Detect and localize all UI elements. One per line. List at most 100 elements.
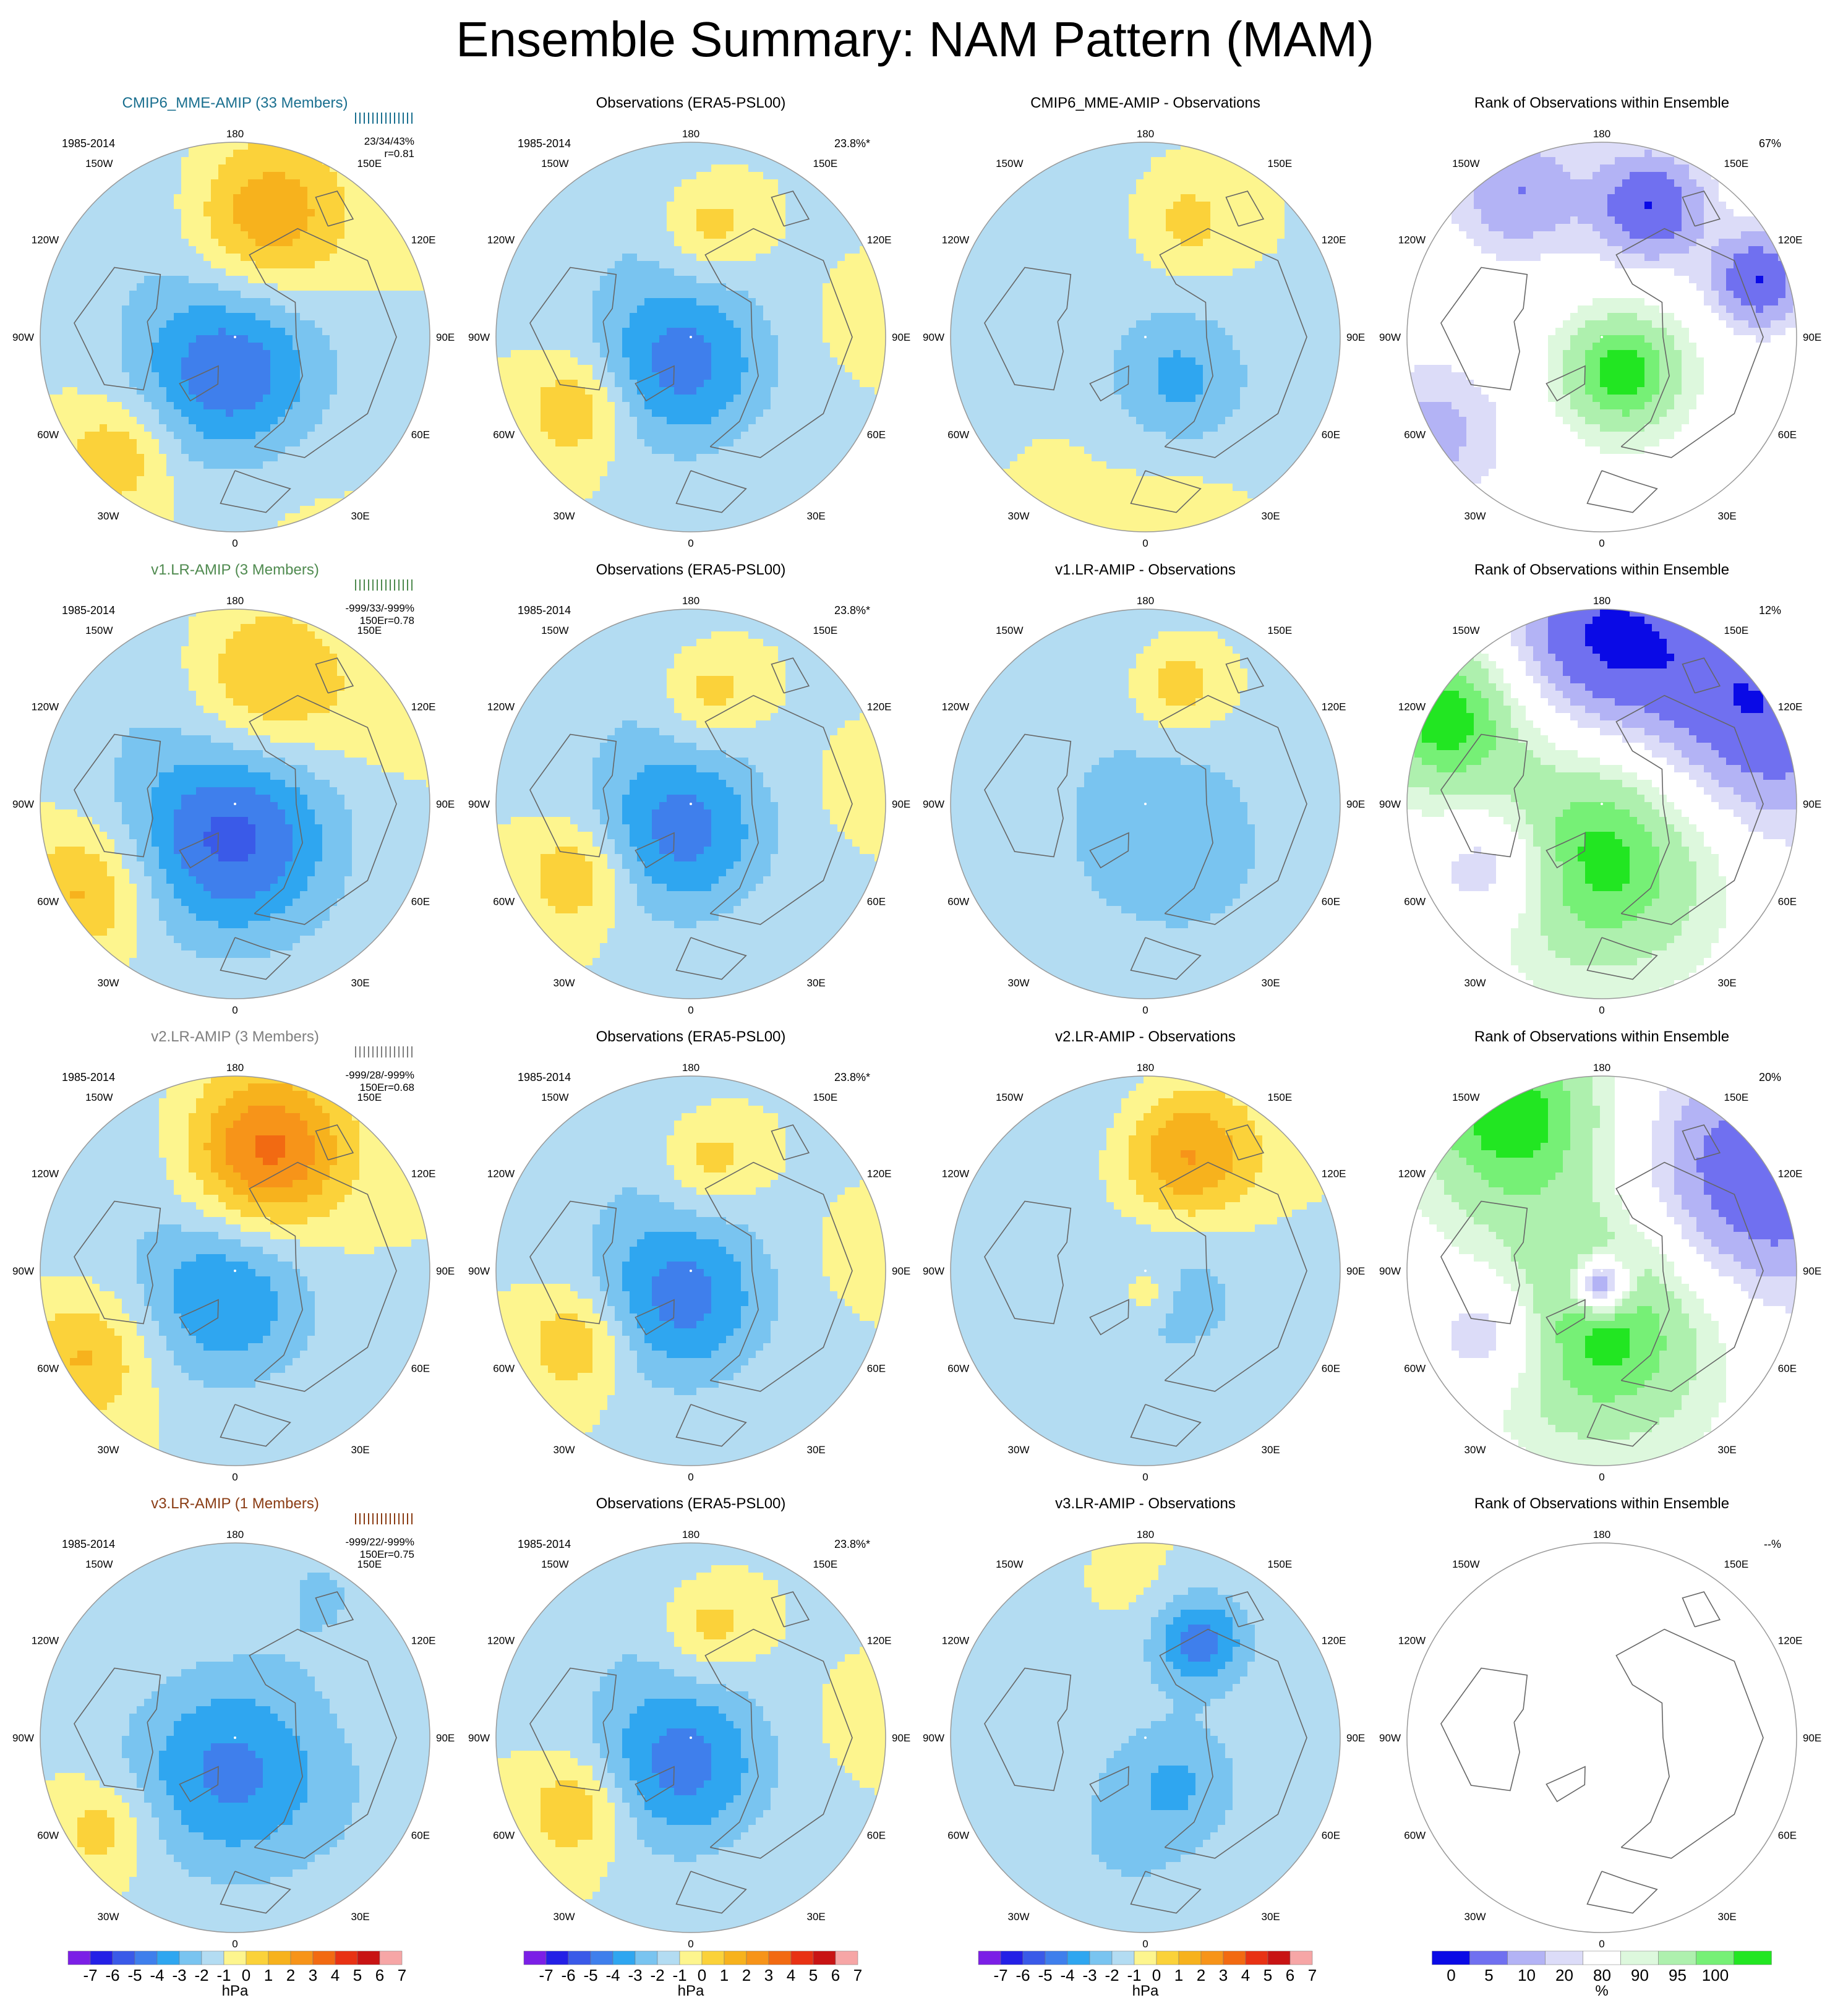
row1-obs-map-lon-label-ul: 120W — [487, 234, 515, 246]
colorbar-swatch — [179, 1950, 202, 1965]
colorbar-tick: -7 — [83, 1966, 97, 1984]
row3-obs-map-pole — [690, 1270, 692, 1272]
row3-model-map-title: v2.LR-AMIP (3 Members) — [151, 1028, 319, 1045]
row3-obs-map-lon-label-l: 90W — [468, 1265, 490, 1277]
colorbar-tick: -6 — [105, 1966, 119, 1984]
colorbar-swatch — [1067, 1950, 1090, 1965]
row2-diff-map-lon-label-r: 90E — [1346, 798, 1365, 810]
row1-diff-map-lon-label-ur: 120E — [1322, 234, 1346, 246]
row4-rank-map-lon-label-bottom: 0 — [1599, 1938, 1604, 1950]
row1-diff-map-lon-label-top: 180 — [1137, 128, 1154, 140]
row1-diff-map-pole — [1144, 336, 1147, 338]
colorbar-tick: 0 — [698, 1966, 706, 1984]
colorbar-tick: -3 — [172, 1966, 186, 1984]
row4-diff-map-pole — [1144, 1736, 1147, 1739]
colorbar-swatch — [1200, 1950, 1224, 1965]
colorbar-tick: -4 — [1060, 1966, 1074, 1984]
row4-obs-map-lon-label-ul: 120W — [487, 1635, 515, 1647]
row3-model-map-stats-1: -999/28/-999% — [345, 1069, 414, 1081]
row1-model-map-lon-label-bottom: 0 — [232, 537, 237, 549]
row1-model-map-lon-label-ul: 120W — [32, 234, 59, 246]
row1-diff-map-lon-label-ul: 120W — [942, 234, 969, 246]
colorbar-swatch — [1134, 1950, 1157, 1965]
row2-obs-map-field — [496, 609, 886, 999]
colorbar-swatch — [357, 1950, 380, 1965]
row1-diff-map-lon-label-tr: 150E — [1268, 158, 1293, 169]
row2-rank-map-lon-label-l: 90W — [1379, 798, 1401, 810]
row2-diff-map-lon-label-br: 30E — [1262, 977, 1280, 989]
row4-model-map-member-ticks — [355, 1513, 413, 1524]
colorbar-swatch — [545, 1950, 569, 1965]
colorbar-swatch — [635, 1950, 658, 1965]
row3-rank-map-lon-label-ul: 120W — [1398, 1168, 1426, 1180]
row2-model-map-member-ticks — [355, 579, 413, 591]
row2-obs-map-pole — [690, 803, 692, 805]
row3-rank-map-pct: 20% — [1759, 1071, 1781, 1083]
colorbar-tick: 1 — [720, 1966, 729, 1984]
row2-obs-map-lon-label-br: 30E — [807, 977, 826, 989]
row2-rank-map-lon-label-bottom: 0 — [1599, 1004, 1604, 1016]
row2-diff-map-lon-label-bl: 30W — [1008, 977, 1030, 989]
row4-diff-map-lon-label-tl: 150W — [996, 1558, 1023, 1570]
row1-obs-map-pole — [690, 336, 692, 338]
row1-diff-map-lon-label-tl: 150W — [996, 158, 1023, 169]
colorbar-swatch — [590, 1950, 614, 1965]
row2-rank-map-lon-label-tl: 150W — [1452, 625, 1479, 636]
row1-model-map-period: 1985-2014 — [62, 137, 115, 150]
row1-rank-map-boundary — [1406, 142, 1797, 532]
row3-rank-map-lon-label-l: 90W — [1379, 1265, 1401, 1277]
row2-diff-map-coastlines — [984, 657, 1307, 980]
row1-obs-map-coastlines — [529, 190, 853, 513]
row4-obs-map-boundary — [495, 1542, 886, 1933]
row2-diff-map-lon-label-tr: 150E — [1268, 625, 1293, 636]
row2-obs-map-lon-label-lr: 60E — [867, 896, 886, 908]
colorbar-swatch — [1507, 1950, 1546, 1965]
row3-diff-map-coastlines — [984, 1124, 1307, 1447]
row4-rank-map-lon-label-ll: 60W — [1404, 1830, 1426, 1842]
row1-obs-map-lon-label-bl: 30W — [554, 510, 575, 522]
row4-obs-map-lon-label-ll: 60W — [493, 1830, 515, 1842]
row3-obs-map-lon-label-bottom: 0 — [688, 1471, 693, 1483]
row3-rank-map-lon-label-bottom: 0 — [1599, 1471, 1604, 1483]
colorbar-unit: hPa — [678, 1983, 704, 1999]
colorbar-tick: 5 — [1263, 1966, 1272, 1984]
row3-rank-map-lon-label-ur: 120E — [1778, 1168, 1803, 1180]
row1-obs-map: Observations (ERA5-PSL00) 180 0 150W 150E 120… — [468, 95, 910, 549]
row3-rank-map-lon-label-tl: 150W — [1452, 1091, 1479, 1103]
row4-obs-map-lon-label-tr: 150E — [813, 1558, 838, 1570]
row2-obs-map: Observations (ERA5-PSL00) 180 0 150W 150E 120… — [468, 562, 910, 1016]
colorbar-tick: 0 — [1152, 1966, 1161, 1984]
row3-model-map: v2.LR-AMIP (3 Members) 180 0 150W 150E 120W 12… — [12, 1028, 455, 1483]
colorbar-swatch — [1045, 1950, 1068, 1965]
row1-diff-map-title: CMIP6_MME-AMIP - Observations — [1030, 95, 1260, 111]
row2-obs-map-boundary — [495, 609, 886, 999]
row2-model-map-lon-label-tl: 150W — [85, 625, 113, 636]
colorbar-tick: -3 — [628, 1966, 642, 1984]
colorbar-tick: 7 — [853, 1966, 862, 1984]
colorbar-tick: 3 — [1219, 1966, 1228, 1984]
colorbar-swatch — [1289, 1950, 1313, 1965]
row2-rank-map-lon-label-r: 90E — [1803, 798, 1821, 810]
row4-diff-map-coastlines — [984, 1591, 1307, 1914]
row3-rank-map-lon-label-tr: 150E — [1724, 1091, 1749, 1103]
row2-rank-map-lon-label-tr: 150E — [1724, 625, 1749, 636]
colorbar-tick: 5 — [353, 1966, 362, 1984]
row1-model-map: CMIP6_MME-AMIP (33 Members) 180 0 150W 150E 1… — [12, 95, 455, 549]
row1-obs-map-boundary — [495, 142, 886, 532]
row4-obs-map-pole — [690, 1736, 692, 1739]
row3-model-map-pole — [234, 1270, 236, 1272]
row1-rank-map-lon-label-l: 90W — [1379, 331, 1401, 343]
row2-model-map-title: v1.LR-AMIP (3 Members) — [151, 562, 319, 578]
row1-diff-map-lon-label-ll: 60W — [947, 429, 969, 441]
colorbar-tick: -1 — [1127, 1966, 1141, 1984]
row3-model-map-lon-label-top: 180 — [226, 1062, 244, 1074]
colorbar-swatch — [523, 1950, 547, 1965]
row4-obs-map-pct: 23.8%* — [834, 1538, 870, 1550]
row2-model-map-stats-2: 150Er=0.78 — [360, 615, 414, 626]
row4-obs-map-title: Observations (ERA5-PSL00) — [596, 1495, 786, 1512]
row2-obs-map-lon-label-top: 180 — [682, 595, 699, 607]
row1-diff-map-lon-label-r: 90E — [1346, 331, 1365, 343]
row3-model-map-boundary — [40, 1075, 430, 1466]
pattern-colorbar-3: -7 -6 -5 -4 -3 -2 -1 0 1 2 3 4 5 6 7 hPa — [978, 1950, 1317, 1999]
row2-model-map-stats-1: -999/33/-999% — [345, 602, 414, 614]
